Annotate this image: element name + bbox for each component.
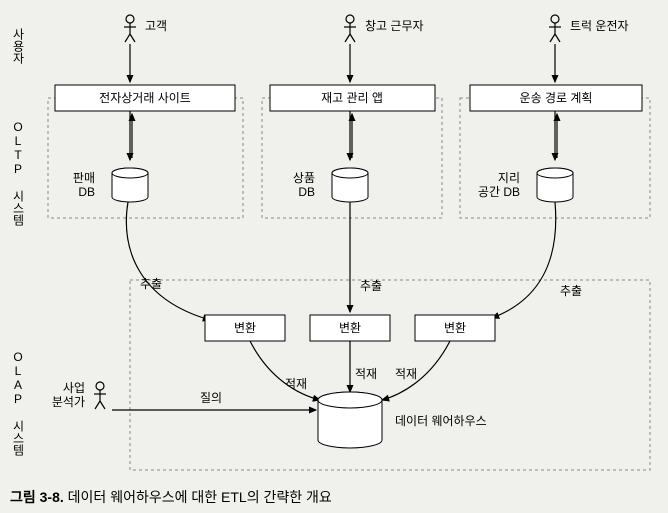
db3-label-b: 공간 DB — [478, 185, 520, 199]
query-label: 질의 — [200, 391, 222, 405]
db2-label-a: 상품 — [293, 171, 315, 185]
database-icon — [112, 168, 148, 202]
figure-caption: 그림 3-8. 데이터 웨어하우스에 대한 ETL의 간략한 개요 — [10, 487, 332, 507]
olap-group — [130, 280, 650, 470]
database-icon — [537, 168, 573, 202]
user-icon — [344, 15, 356, 42]
user3-label: 트럭 운전자 — [570, 19, 629, 33]
db1-label-b: DB — [78, 185, 95, 199]
extract1-label: 추출 — [140, 277, 162, 291]
caption-bold: 그림 3-8. — [10, 489, 64, 505]
axis-olap-label: OLAP 시스템 — [11, 350, 25, 456]
app3-label: 운송 경로 계획 — [520, 91, 593, 105]
transform3-label: 변환 — [444, 321, 466, 335]
user-icon — [94, 382, 106, 409]
user1-label: 고객 — [145, 19, 167, 33]
app2-label: 재고 관리 앱 — [321, 91, 383, 105]
axis-oltp-label: OLTP 시스템 — [11, 120, 25, 226]
caption-rest: 데이터 웨어하우스에 대한 ETL의 간략한 개요 — [64, 489, 332, 505]
db1-label-a: 판매 — [73, 171, 95, 185]
analyst-label-1: 사업 — [63, 381, 85, 395]
load1-label: 적재 — [285, 377, 307, 391]
transform1-label: 변환 — [234, 321, 256, 335]
extract2-label: 추출 — [360, 279, 382, 293]
load3-label: 적재 — [395, 367, 417, 381]
transform2-label: 변환 — [339, 321, 361, 335]
user-icon — [124, 15, 136, 42]
axis-users-label: 사용자 — [11, 28, 25, 64]
user-icon — [549, 15, 561, 42]
user2-label: 창고 근무자 — [365, 19, 424, 33]
datawarehouse-icon — [318, 392, 382, 448]
dw-label: 데이터 웨어하우스 — [395, 414, 487, 428]
analyst-label-2: 분석가 — [52, 395, 85, 409]
database-icon — [332, 168, 368, 202]
app1-label: 전자상거래 사이트 — [99, 91, 191, 105]
db2-label-b: DB — [298, 185, 315, 199]
diagram-canvas: 사용자 OLTP 시스템 OLAP 시스템 고객 창고 근무자 트럭 운전자 전… — [0, 0, 668, 513]
extract3-label: 추출 — [560, 284, 582, 298]
db3-label-a: 지리 — [498, 171, 520, 185]
load2-label: 적재 — [355, 367, 377, 381]
